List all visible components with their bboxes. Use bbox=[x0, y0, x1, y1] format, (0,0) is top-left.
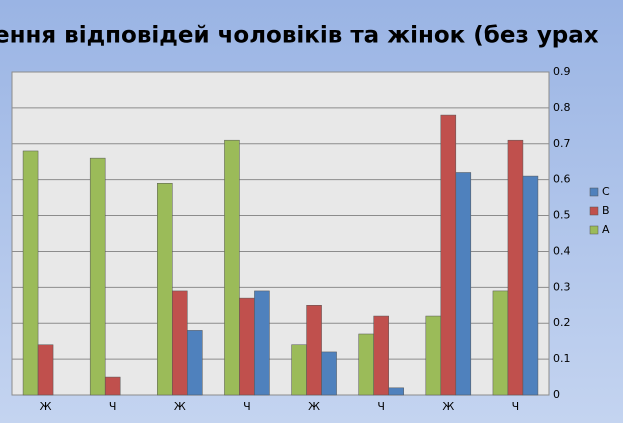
x-tick-label: Ч bbox=[109, 400, 117, 413]
bar bbox=[224, 139, 240, 396]
y-tick-label: 0.2 bbox=[553, 316, 571, 329]
bar bbox=[321, 351, 337, 396]
bar bbox=[455, 172, 472, 396]
bar bbox=[22, 150, 39, 396]
y-tick-label: 0.8 bbox=[553, 101, 571, 114]
legend-swatch bbox=[589, 206, 599, 216]
legend-label: C bbox=[602, 185, 610, 198]
bar bbox=[507, 139, 524, 396]
bar bbox=[89, 157, 106, 396]
x-tick-label: Ч bbox=[512, 400, 520, 413]
bar bbox=[291, 344, 307, 396]
bar bbox=[254, 290, 270, 396]
y-tick-label: 0.5 bbox=[553, 209, 571, 222]
legend-swatch bbox=[589, 225, 599, 235]
x-tick-label: Ж bbox=[40, 400, 52, 413]
bar bbox=[373, 315, 389, 396]
y-tick-label: 0.4 bbox=[553, 244, 571, 257]
y-tick-label: 0.6 bbox=[553, 173, 571, 186]
bar bbox=[239, 297, 255, 396]
bar bbox=[37, 344, 54, 396]
bar bbox=[172, 290, 188, 396]
legend-swatch bbox=[589, 187, 599, 197]
y-tick-label: 0.7 bbox=[553, 137, 571, 150]
x-tick-label: Ж bbox=[308, 400, 320, 413]
bar bbox=[440, 114, 457, 396]
bar bbox=[425, 315, 442, 396]
bar bbox=[187, 330, 203, 396]
y-tick-label: 0.9 bbox=[553, 65, 571, 78]
x-tick-label: Ч bbox=[243, 400, 251, 413]
bar bbox=[157, 183, 173, 396]
y-tick-label: 0.3 bbox=[553, 280, 571, 293]
x-tick-label: Ж bbox=[174, 400, 186, 413]
bar bbox=[388, 387, 404, 396]
y-tick-label: 0.1 bbox=[553, 352, 571, 365]
chart-title: ення відповідей чоловіків та жінок (без … bbox=[0, 23, 599, 49]
bar bbox=[306, 305, 322, 396]
legend-label: A bbox=[602, 223, 610, 236]
x-tick-label: Ч bbox=[377, 400, 385, 413]
bar bbox=[358, 333, 374, 396]
x-tick-label: Ж bbox=[442, 400, 454, 413]
bar bbox=[492, 290, 509, 396]
y-tick-label: 0 bbox=[553, 388, 560, 401]
legend-label: B bbox=[602, 204, 610, 217]
bar bbox=[104, 376, 121, 396]
bar bbox=[522, 175, 539, 396]
